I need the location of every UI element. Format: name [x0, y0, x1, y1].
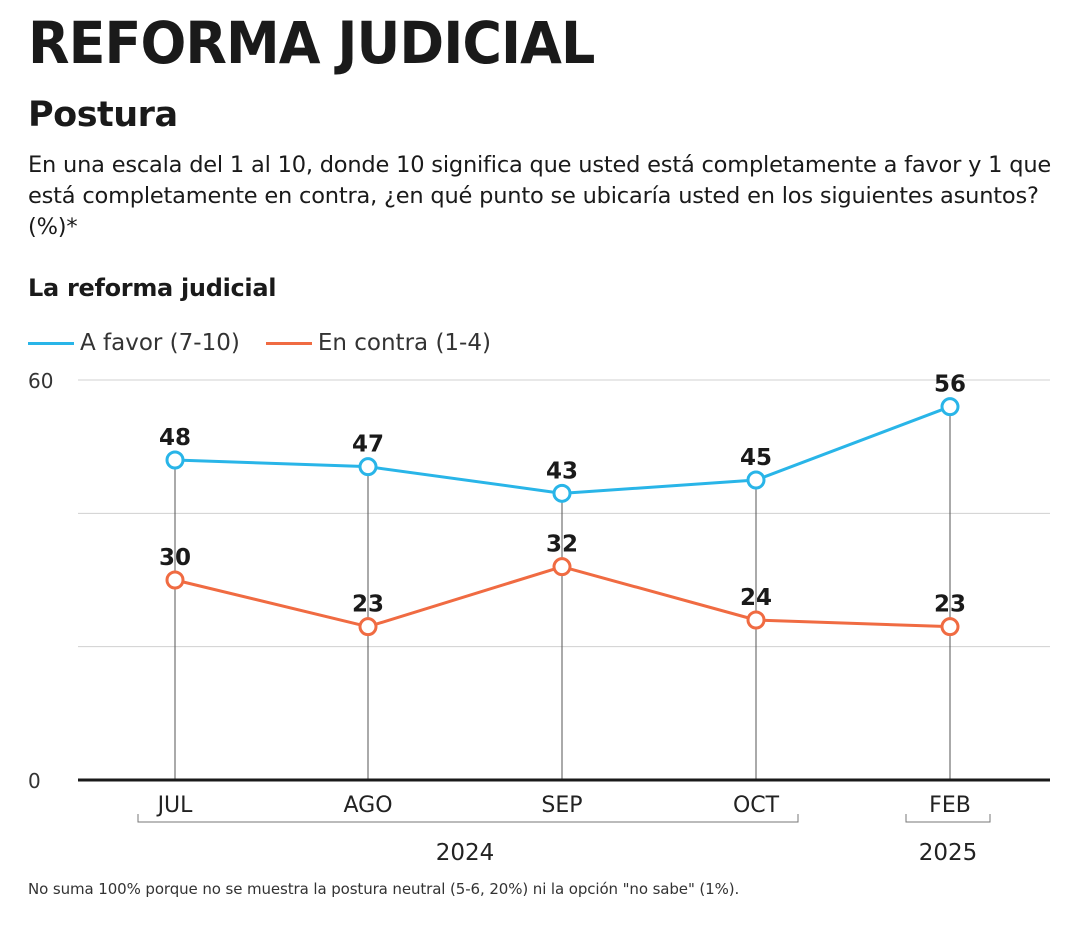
survey-question: En una escala del 1 al 10, donde 10 sign…: [28, 152, 1052, 240]
y-tick-label: 60: [28, 369, 53, 393]
data-label-favor: 43: [546, 458, 578, 484]
data-label-contra: 23: [352, 592, 384, 618]
y-tick-label: 0: [28, 769, 41, 793]
chart-legend: A favor (7-10) En contra (1-4): [28, 328, 517, 358]
data-label-favor: 56: [934, 372, 966, 398]
data-label-contra: 32: [546, 532, 578, 558]
legend-swatch-contra: [265, 341, 312, 345]
data-point-contra: [940, 617, 960, 637]
year-label-2024: 2024: [436, 840, 495, 866]
year-label-2025: 2025: [919, 840, 978, 866]
page-subtitle: Postura: [28, 95, 178, 135]
data-point-favor: [940, 397, 960, 417]
chart-title: La reforma judicial: [28, 274, 277, 302]
legend-swatch-favor: [28, 341, 74, 345]
data-label-favor: 47: [352, 432, 384, 458]
data-label-favor: 45: [740, 445, 772, 471]
data-label-favor: 48: [159, 425, 191, 451]
x-tick-label: OCT: [733, 793, 780, 818]
data-label-contra: 24: [740, 585, 772, 611]
data-point-contra: [358, 617, 378, 637]
data-label-contra: 30: [159, 545, 191, 571]
data-point-contra: [165, 570, 185, 590]
data-point-favor: [358, 457, 378, 477]
x-tick-label: SEP: [541, 793, 582, 818]
x-tick-label: AGO: [343, 793, 392, 818]
x-tick-label: FEB: [929, 793, 971, 818]
data-point-favor: [746, 470, 766, 490]
data-point-contra: [552, 557, 572, 577]
x-tick-label: JUL: [156, 793, 194, 818]
year-bracket-2024: [137, 814, 799, 823]
data-point-favor: [165, 450, 185, 470]
footnote: No suma 100% porque no se muestra la pos…: [28, 880, 740, 898]
data-point-favor: [552, 483, 572, 503]
year-bracket-2025: [905, 814, 991, 823]
legend-label-contra: En contra (1-4): [317, 330, 491, 356]
legend-item-favor: A favor (7-10): [28, 330, 240, 356]
data-point-contra: [746, 610, 766, 630]
legend-item-contra: En contra (1-4): [265, 330, 491, 356]
legend-label-favor: A favor (7-10): [80, 330, 240, 356]
page-title: REFORMA JUDICIAL: [28, 9, 595, 77]
data-label-contra: 23: [934, 592, 966, 618]
